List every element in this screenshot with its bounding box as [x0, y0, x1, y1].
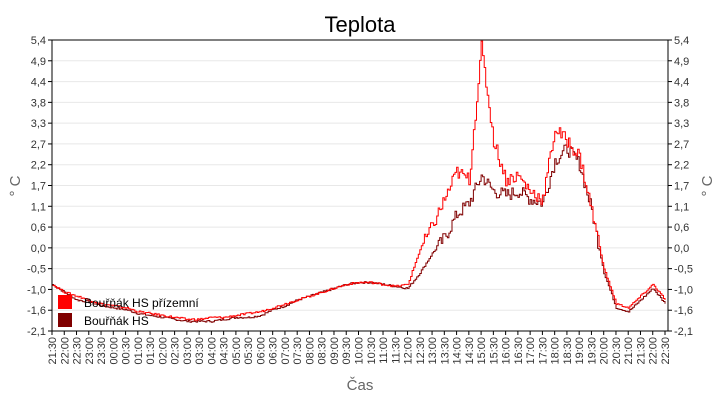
y-tick-label: 3,8 — [31, 97, 46, 109]
x-tick-label: 08:30 — [317, 337, 329, 365]
x-tick-label: 06:30 — [268, 337, 280, 365]
x-tick-label: 13:30 — [439, 337, 451, 365]
y-axis-title-left: ° C — [7, 175, 24, 196]
x-tick-label: 07:00 — [280, 337, 292, 365]
y-tick-label: 2,2 — [674, 160, 689, 172]
x-tick-label: 09:00 — [329, 337, 341, 365]
x-tick-label: 02:30 — [170, 337, 182, 365]
y-tick-label: 0,6 — [31, 222, 46, 234]
y-tick-label: 4,4 — [31, 77, 46, 89]
x-tick-label: 23:30 — [96, 337, 108, 365]
x-tick-label: 14:00 — [452, 337, 464, 365]
grid-lines — [52, 60, 668, 311]
x-tick-label: 20:30 — [611, 337, 623, 365]
y-axis-left: 5,4 4,9 4,4 3,8 3,3 2,7 2,2 1,7 1,1 0,6 0,0 -0,5 -1,… — [27, 35, 52, 338]
x-tick-label: 03:00 — [182, 337, 194, 365]
x-tick-label: 07:30 — [292, 337, 304, 365]
legend-swatch-series-1 — [58, 295, 72, 309]
x-tick-label: 19:00 — [574, 337, 586, 365]
y-axis-right: 5,4 4,9 4,4 3,8 3,3 2,7 2,2 1,7 1,1 0,6 0,0 -0,5 -1,… — [668, 35, 693, 338]
series-line — [52, 40, 666, 321]
x-tick-label: 12:30 — [415, 337, 427, 365]
x-tick-label: 05:30 — [243, 337, 255, 365]
legend-label-series-1: Bouřňák HS přízemní — [84, 296, 199, 310]
y-tick-label: 5,4 — [674, 35, 689, 47]
x-tick-label: 18:30 — [562, 337, 574, 365]
y-tick-label: -1,0 — [27, 284, 46, 296]
x-tick-label: 15:00 — [476, 337, 488, 365]
y-tick-label: 1,1 — [31, 201, 46, 213]
legend-label-series-2: Bouřňák HS — [84, 314, 149, 328]
x-tick-label: 05:00 — [231, 337, 243, 365]
x-tick-label: 21:30 — [635, 337, 647, 365]
x-tick-label: 15:30 — [488, 337, 500, 365]
x-tick-label: 16:00 — [501, 337, 513, 365]
y-tick-label: 2,7 — [31, 139, 46, 151]
x-axis-title: Čas — [347, 377, 374, 394]
x-tick-label: 21:00 — [623, 337, 635, 365]
y-tick-label: 3,8 — [674, 97, 689, 109]
y-tick-label: 4,9 — [31, 56, 46, 68]
x-tick-label: 04:30 — [219, 337, 231, 365]
legend: Bouřňák HS přízemní Bouřňák HS — [58, 295, 199, 328]
y-tick-label: 4,9 — [674, 56, 689, 68]
y-tick-label: -2,1 — [27, 326, 46, 338]
y-tick-label: 0,0 — [674, 243, 689, 255]
x-tick-label: 22:00 — [648, 337, 660, 365]
x-tick-label: 20:00 — [599, 337, 611, 365]
x-tick-label: 08:00 — [304, 337, 316, 365]
x-tick-label: 01:30 — [145, 337, 157, 365]
y-tick-label: -1,6 — [27, 305, 46, 317]
y-tick-label: -2,1 — [674, 326, 693, 338]
x-tick-label: 10:30 — [366, 337, 378, 365]
x-tick-label: 09:30 — [341, 337, 353, 365]
y-tick-label: -1,0 — [674, 284, 693, 296]
x-tick-label: 17:30 — [537, 337, 549, 365]
y-tick-label: 2,2 — [31, 160, 46, 172]
x-tick-label: 21:30 — [47, 337, 59, 365]
series-layer — [52, 40, 666, 323]
x-tick-label: 16:30 — [513, 337, 525, 365]
x-tick-label: 18:00 — [550, 337, 562, 365]
x-tick-label: 03:30 — [194, 337, 206, 365]
y-axis-title-right: ° C — [699, 175, 716, 196]
x-tick-label: 17:00 — [525, 337, 537, 365]
y-tick-label: -1,6 — [674, 305, 693, 317]
y-tick-label: 3,3 — [674, 118, 689, 130]
x-tick-label: 22:00 — [59, 337, 71, 365]
x-axis: 21:30 22:00 22:30 23:00 23:30 00:00 00:30 01:00… — [47, 331, 672, 365]
chart-title: Teplota — [325, 12, 397, 37]
y-tick-label: 4,4 — [674, 77, 689, 89]
x-tick-label: 12:00 — [403, 337, 415, 365]
x-tick-label: 00:00 — [108, 337, 120, 365]
y-tick-label: -0,5 — [27, 264, 46, 276]
x-tick-label: 11:30 — [390, 337, 402, 364]
x-tick-label: 06:00 — [255, 337, 267, 365]
y-tick-label: 1,1 — [674, 201, 689, 213]
x-tick-label: 14:30 — [464, 337, 476, 365]
y-tick-label: 2,7 — [674, 139, 689, 151]
x-tick-label: 11:00 — [378, 337, 390, 364]
y-tick-label: 3,3 — [31, 118, 46, 130]
y-tick-label: 5,4 — [31, 35, 46, 47]
x-tick-label: 22:30 — [660, 337, 672, 365]
y-tick-label: 0,0 — [31, 243, 46, 255]
x-tick-label: 04:00 — [206, 337, 218, 365]
x-tick-label: 00:30 — [121, 337, 133, 365]
y-tick-label: 1,7 — [31, 181, 46, 193]
y-tick-label: 0,6 — [674, 222, 689, 234]
x-tick-label: 01:00 — [133, 337, 145, 365]
x-tick-label: 19:30 — [586, 337, 598, 365]
x-tick-label: 10:00 — [354, 337, 366, 365]
x-tick-label: 02:00 — [157, 337, 169, 365]
x-tick-label: 22:30 — [72, 337, 84, 365]
legend-swatch-series-2 — [58, 313, 72, 327]
y-tick-label: 1,7 — [674, 181, 689, 193]
x-tick-label: 23:00 — [84, 337, 96, 365]
x-tick-label: 13:00 — [427, 337, 439, 365]
y-tick-label: -0,5 — [674, 264, 693, 276]
